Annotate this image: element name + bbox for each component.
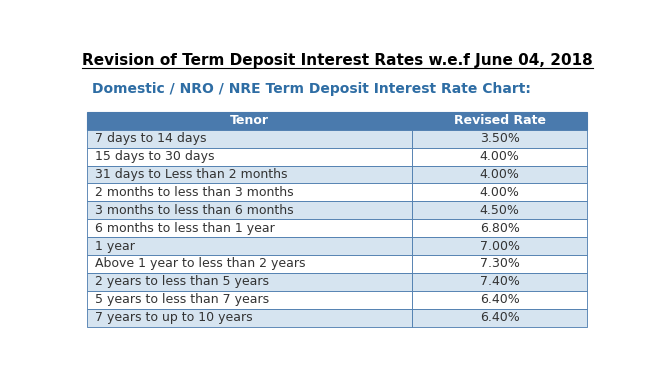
FancyBboxPatch shape [88, 112, 412, 130]
Text: 7 years to up to 10 years: 7 years to up to 10 years [95, 311, 253, 324]
FancyBboxPatch shape [412, 309, 587, 327]
FancyBboxPatch shape [412, 237, 587, 255]
FancyBboxPatch shape [412, 255, 587, 273]
Text: 6.40%: 6.40% [480, 311, 520, 324]
Text: 1 year: 1 year [95, 240, 135, 252]
FancyBboxPatch shape [412, 166, 587, 184]
Text: Revised Rate: Revised Rate [453, 114, 545, 127]
FancyBboxPatch shape [412, 112, 587, 130]
Text: 7.30%: 7.30% [480, 258, 520, 270]
FancyBboxPatch shape [88, 148, 412, 166]
FancyBboxPatch shape [88, 255, 412, 273]
FancyBboxPatch shape [88, 219, 412, 237]
Text: 4.00%: 4.00% [480, 186, 520, 199]
Text: Above 1 year to less than 2 years: Above 1 year to less than 2 years [95, 258, 305, 270]
FancyBboxPatch shape [88, 201, 412, 219]
Text: 4.50%: 4.50% [480, 204, 520, 217]
Text: 7.40%: 7.40% [480, 275, 520, 288]
FancyBboxPatch shape [412, 148, 587, 166]
FancyBboxPatch shape [412, 130, 587, 148]
FancyBboxPatch shape [88, 309, 412, 327]
Text: 4.00%: 4.00% [480, 150, 520, 163]
Text: 6 months to less than 1 year: 6 months to less than 1 year [95, 222, 275, 235]
Text: Domestic / NRO / NRE Term Deposit Interest Rate Chart:: Domestic / NRO / NRE Term Deposit Intere… [92, 82, 531, 96]
Text: 5 years to less than 7 years: 5 years to less than 7 years [95, 293, 269, 306]
Text: 31 days to Less than 2 months: 31 days to Less than 2 months [95, 168, 288, 181]
Text: 6.80%: 6.80% [480, 222, 520, 235]
FancyBboxPatch shape [88, 130, 412, 148]
Text: 4.00%: 4.00% [480, 168, 520, 181]
Text: 7 days to 14 days: 7 days to 14 days [95, 132, 207, 145]
FancyBboxPatch shape [88, 237, 412, 255]
FancyBboxPatch shape [412, 219, 587, 237]
FancyBboxPatch shape [88, 184, 412, 201]
Text: 3 months to less than 6 months: 3 months to less than 6 months [95, 204, 293, 217]
Text: 2 years to less than 5 years: 2 years to less than 5 years [95, 275, 269, 288]
Text: Tenor: Tenor [230, 114, 269, 127]
FancyBboxPatch shape [88, 273, 412, 291]
FancyBboxPatch shape [412, 291, 587, 309]
Text: 7.00%: 7.00% [480, 240, 520, 252]
Text: 6.40%: 6.40% [480, 293, 520, 306]
FancyBboxPatch shape [88, 291, 412, 309]
FancyBboxPatch shape [412, 273, 587, 291]
Text: 2 months to less than 3 months: 2 months to less than 3 months [95, 186, 293, 199]
Text: 15 days to 30 days: 15 days to 30 days [95, 150, 215, 163]
FancyBboxPatch shape [412, 184, 587, 201]
FancyBboxPatch shape [412, 201, 587, 219]
FancyBboxPatch shape [88, 166, 412, 184]
Text: 3.50%: 3.50% [480, 132, 520, 145]
Text: Revision of Term Deposit Interest Rates w.e.f June 04, 2018: Revision of Term Deposit Interest Rates … [82, 52, 593, 68]
